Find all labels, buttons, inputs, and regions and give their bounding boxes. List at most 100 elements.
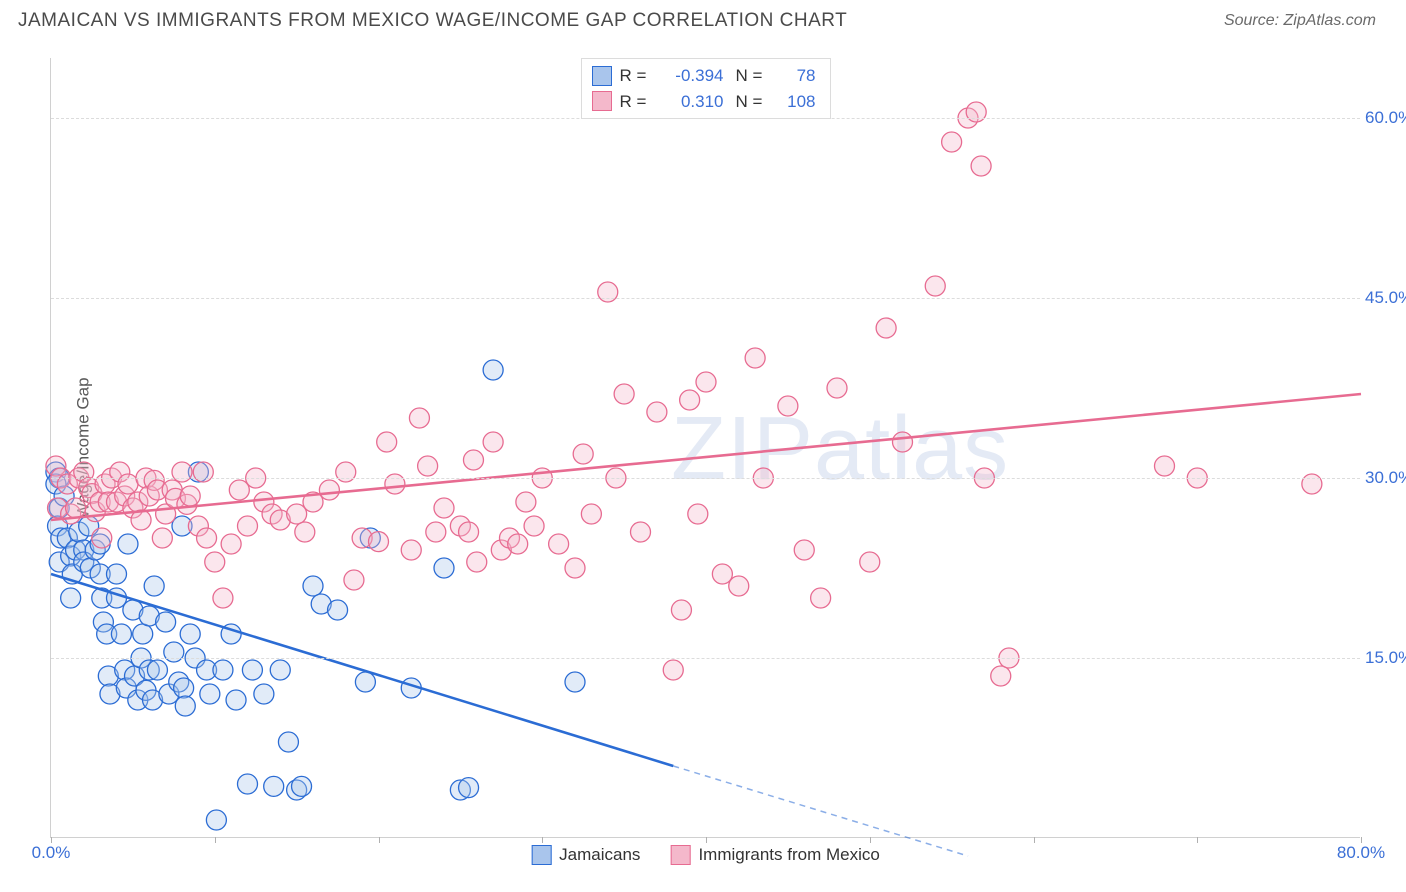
data-point	[292, 776, 312, 796]
data-point	[213, 588, 233, 608]
legend-stats: R = -0.394 N = 78 R = 0.310 N = 108	[581, 58, 831, 119]
data-point	[264, 776, 284, 796]
data-point	[1155, 456, 1175, 476]
data-point	[1302, 474, 1322, 494]
data-point	[238, 516, 258, 536]
data-point	[811, 588, 831, 608]
data-point	[893, 432, 913, 452]
data-point	[133, 624, 153, 644]
legend-r-value-1: 0.310	[660, 89, 724, 115]
data-point	[174, 678, 194, 698]
data-point	[524, 516, 544, 536]
data-point	[663, 660, 683, 680]
data-point	[144, 576, 164, 596]
data-point	[581, 504, 601, 524]
chart-plot-area: Wage/Income Gap ZIPatlas R = -0.394 N = …	[50, 58, 1360, 838]
data-point	[671, 600, 691, 620]
data-point	[409, 408, 429, 428]
legend-series-swatch-1	[670, 845, 690, 865]
data-point	[147, 660, 167, 680]
data-point	[483, 360, 503, 380]
data-point	[876, 318, 896, 338]
legend-stats-row-0: R = -0.394 N = 78	[592, 63, 816, 89]
data-point	[729, 576, 749, 596]
data-point	[206, 810, 226, 830]
data-point	[107, 564, 127, 584]
legend-stats-row-1: R = 0.310 N = 108	[592, 89, 816, 115]
data-point	[516, 492, 536, 512]
y-tick-label: 30.0%	[1365, 468, 1406, 488]
data-point	[565, 558, 585, 578]
data-point	[688, 504, 708, 524]
data-point	[270, 660, 290, 680]
trend-line-dashed	[673, 766, 968, 856]
data-point	[355, 672, 375, 692]
data-point	[193, 462, 213, 482]
data-point	[254, 684, 274, 704]
data-point	[565, 672, 585, 692]
legend-r-value-0: -0.394	[660, 63, 724, 89]
data-point	[925, 276, 945, 296]
chart-title: JAMAICAN VS IMMIGRANTS FROM MEXICO WAGE/…	[18, 10, 847, 32]
data-point	[434, 498, 454, 518]
data-point	[385, 474, 405, 494]
y-tick-label: 60.0%	[1365, 108, 1406, 128]
data-point	[463, 450, 483, 470]
legend-swatch-1	[592, 91, 612, 111]
legend-n-label-1: N =	[736, 89, 768, 115]
data-point	[459, 778, 479, 798]
data-point	[118, 474, 138, 494]
data-point	[418, 456, 438, 476]
x-tick-label: 80.0%	[1337, 843, 1385, 863]
data-point	[434, 558, 454, 578]
y-tick-label: 45.0%	[1365, 288, 1406, 308]
legend-item-1: Immigrants from Mexico	[670, 845, 879, 865]
data-point	[303, 576, 323, 596]
data-point	[200, 684, 220, 704]
x-tick-label: 0.0%	[32, 843, 71, 863]
data-point	[180, 624, 200, 644]
data-point	[92, 528, 112, 548]
data-point	[631, 522, 651, 542]
data-point	[696, 372, 716, 392]
data-point	[971, 156, 991, 176]
data-point	[278, 732, 298, 752]
data-point	[66, 498, 86, 518]
data-point	[164, 642, 184, 662]
data-point	[426, 522, 446, 542]
data-point	[745, 348, 765, 368]
legend-item-0: Jamaicans	[531, 845, 640, 865]
data-point	[213, 660, 233, 680]
y-tick-label: 15.0%	[1365, 648, 1406, 668]
data-point	[467, 552, 487, 572]
data-point	[573, 444, 593, 464]
data-point	[680, 390, 700, 410]
data-point	[508, 534, 528, 554]
data-point	[483, 432, 503, 452]
data-point	[942, 132, 962, 152]
data-point	[401, 540, 421, 560]
data-point	[61, 588, 81, 608]
data-point	[827, 378, 847, 398]
data-point	[794, 540, 814, 560]
data-point	[205, 552, 225, 572]
data-point	[319, 480, 339, 500]
data-point	[156, 612, 176, 632]
data-point	[118, 534, 138, 554]
data-point	[221, 534, 241, 554]
data-point	[197, 528, 217, 548]
data-point	[369, 532, 389, 552]
scatter-svg	[51, 58, 1360, 837]
legend-series: Jamaicans Immigrants from Mexico	[531, 845, 880, 865]
data-point	[238, 774, 258, 794]
data-point	[344, 570, 364, 590]
data-point	[614, 384, 634, 404]
data-point	[180, 486, 200, 506]
legend-n-label-0: N =	[736, 63, 768, 89]
data-point	[991, 666, 1011, 686]
data-point	[860, 552, 880, 572]
source-label: Source: ZipAtlas.com	[1224, 12, 1376, 30]
legend-r-label-1: R =	[620, 89, 652, 115]
data-point	[549, 534, 569, 554]
legend-n-value-1: 108	[776, 89, 816, 115]
